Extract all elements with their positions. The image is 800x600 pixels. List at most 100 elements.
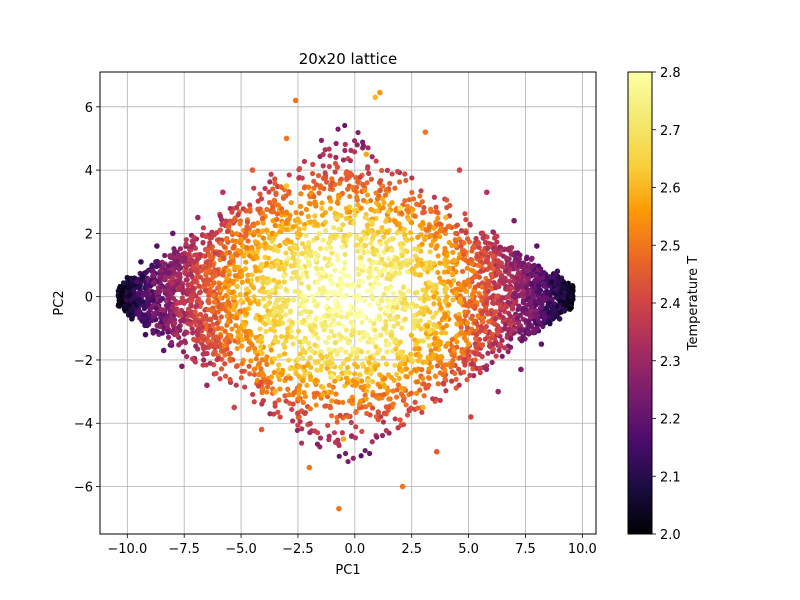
data-point	[329, 372, 335, 379]
cloud-point	[415, 323, 421, 329]
cloud-point	[526, 301, 533, 307]
cloud-point	[250, 250, 256, 256]
cloud-point	[299, 265, 305, 271]
cloud-point	[258, 379, 264, 385]
cloud-point	[491, 229, 497, 236]
cloud-point	[480, 235, 486, 241]
cloud-point	[386, 256, 392, 262]
cloud-point	[458, 324, 464, 330]
cloud-point	[223, 218, 229, 224]
cloud-point	[224, 228, 231, 235]
cloud-point	[364, 410, 370, 417]
cloud-point	[296, 301, 302, 307]
cloud-point	[319, 363, 325, 369]
cloud-point	[547, 321, 553, 327]
cloud-point	[219, 302, 225, 308]
cloud-point	[295, 216, 301, 222]
cloud-point	[383, 322, 389, 329]
cloud-point	[298, 310, 304, 317]
cloud-point	[508, 261, 514, 267]
cloud-point	[331, 322, 337, 328]
cloud-point	[277, 414, 283, 420]
cloud-point	[360, 197, 367, 203]
cloud-point	[338, 314, 345, 320]
cloud-point	[281, 279, 287, 285]
cloud-point	[408, 356, 414, 362]
cloud-point	[270, 208, 277, 215]
cloud-point	[244, 286, 250, 292]
colorbar-tick-label: 2.8	[660, 66, 681, 81]
cloud-point	[267, 411, 273, 417]
cloud-point	[374, 350, 381, 356]
cloud-point	[375, 417, 381, 423]
cloud-point	[317, 183, 324, 189]
cloud-point	[373, 344, 379, 350]
x-tick-label: −2.5	[282, 542, 314, 557]
cloud-point	[239, 343, 245, 349]
cloud-point	[367, 198, 374, 204]
cloud-point	[413, 263, 420, 269]
cloud-point	[131, 275, 137, 281]
cloud-point	[145, 302, 151, 308]
cloud-point	[428, 364, 434, 370]
cloud-point	[209, 308, 215, 314]
cloud-point	[389, 171, 395, 177]
cloud-point	[333, 399, 339, 405]
cloud-point	[243, 230, 249, 236]
cloud-point	[319, 205, 325, 212]
cloud-point	[332, 267, 338, 273]
cloud-point	[301, 303, 307, 310]
data-point	[363, 151, 370, 158]
cloud-point	[188, 294, 194, 300]
cloud-point	[327, 309, 333, 315]
cloud-point	[332, 169, 338, 175]
cloud-point	[437, 275, 443, 281]
cloud-point	[252, 239, 259, 245]
cloud-point	[529, 265, 535, 271]
cloud-point	[392, 271, 398, 277]
cloud-point	[162, 252, 168, 259]
cloud-point	[267, 245, 273, 251]
cloud-point	[482, 239, 488, 246]
cloud-point	[321, 327, 327, 333]
cloud-point	[486, 319, 492, 325]
cloud-point	[384, 167, 391, 173]
cloud-point	[295, 410, 301, 416]
cloud-point	[268, 171, 274, 177]
cloud-point	[353, 174, 359, 181]
cloud-point	[306, 184, 312, 190]
cloud-point	[370, 339, 376, 346]
cloud-point	[350, 345, 356, 351]
cloud-point	[483, 250, 489, 256]
cloud-point	[511, 278, 517, 284]
cloud-point	[427, 329, 433, 335]
cloud-point	[451, 353, 457, 359]
data-point	[399, 483, 406, 490]
cloud-point	[217, 227, 223, 233]
cloud-point	[343, 369, 349, 375]
cloud-point	[145, 267, 151, 273]
cloud-point	[399, 325, 405, 331]
cloud-point	[454, 286, 460, 292]
cloud-point	[129, 307, 135, 313]
cloud-point	[288, 334, 295, 340]
cloud-point	[296, 373, 302, 379]
cloud-point	[355, 314, 361, 320]
cloud-point	[519, 338, 525, 344]
cloud-point	[248, 358, 254, 364]
cloud-point	[514, 315, 520, 321]
cloud-point	[366, 359, 372, 366]
cloud-point	[411, 325, 417, 331]
data-point	[488, 271, 495, 278]
cloud-point	[489, 359, 495, 366]
cloud-point	[229, 326, 235, 332]
cloud-point	[364, 378, 371, 385]
cloud-point	[263, 328, 269, 335]
cloud-point	[205, 247, 211, 253]
cloud-point	[489, 331, 495, 338]
cloud-point	[399, 368, 405, 374]
cloud-point	[462, 362, 468, 368]
cloud-point	[364, 192, 371, 198]
cloud-point	[381, 291, 387, 297]
cloud-point	[431, 194, 437, 200]
